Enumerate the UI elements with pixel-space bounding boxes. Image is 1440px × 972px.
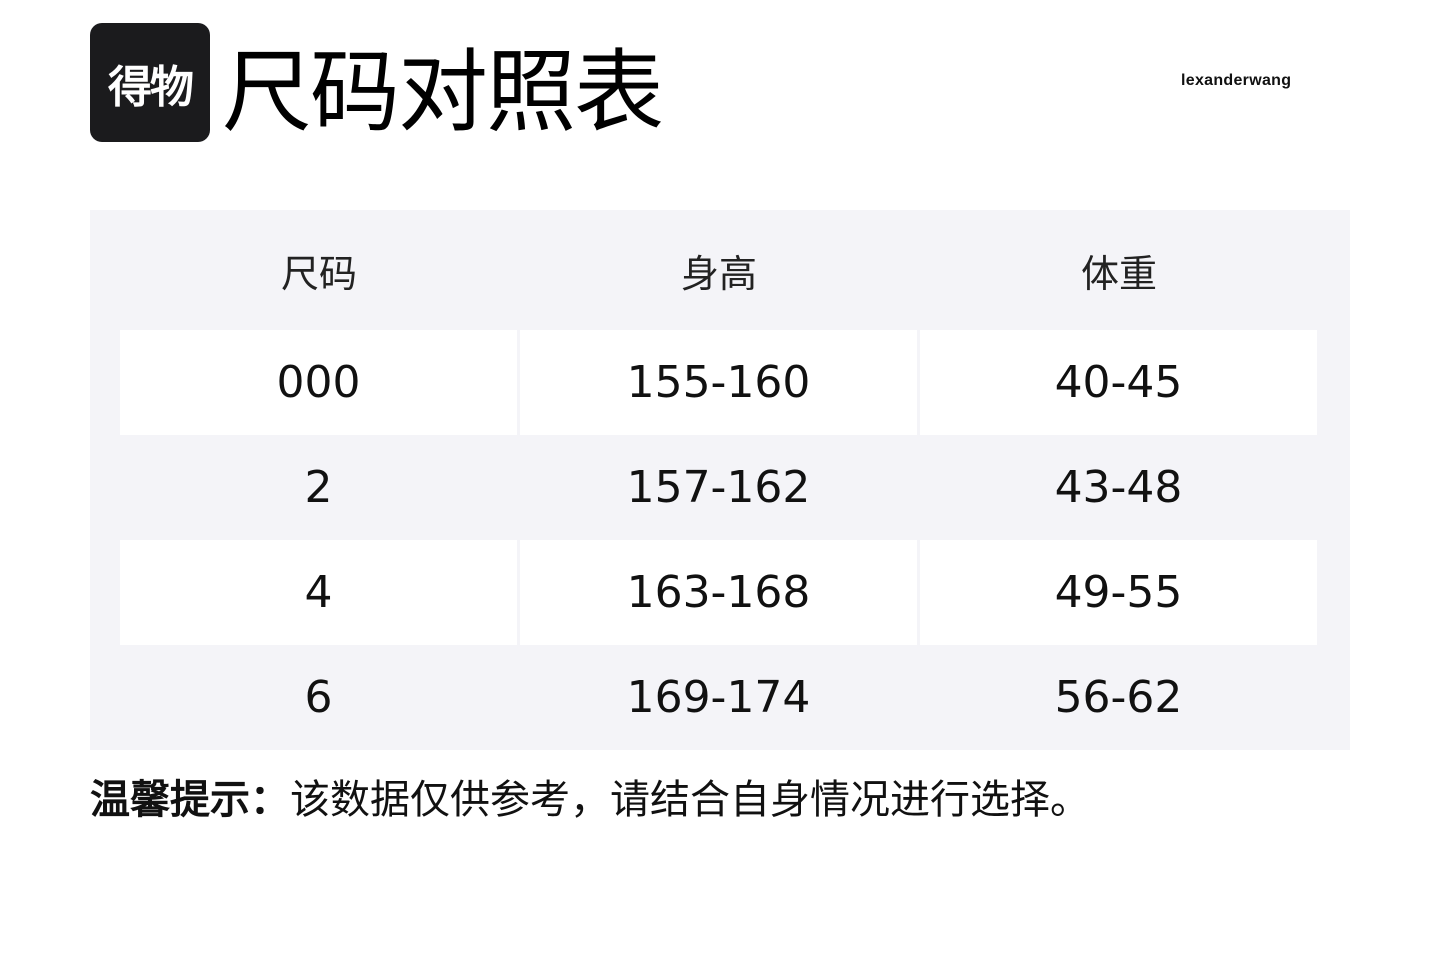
cell-height: 163-168 bbox=[520, 540, 917, 645]
cell-height: 157-162 bbox=[626, 462, 811, 513]
cell-height: 169-174 bbox=[626, 672, 811, 723]
cell-weight: 56-62 bbox=[1054, 672, 1183, 723]
tip-label: 温馨提示： bbox=[90, 777, 290, 823]
table-row: 6 169-174 56-62 bbox=[120, 645, 1317, 750]
cell-size: 4 bbox=[120, 540, 517, 645]
brand-name: lexanderwang bbox=[1181, 72, 1292, 89]
table-row: 4 163-168 49-55 bbox=[120, 540, 1317, 645]
dewu-logo: 得物 bbox=[90, 23, 210, 142]
page-title: 尺码对照表 bbox=[222, 40, 664, 145]
tip-note: 温馨提示：该数据仅供参考，请结合自身情况进行选择。 bbox=[90, 772, 1090, 828]
header-weight: 体重 bbox=[1080, 251, 1157, 296]
cell-size: 2 bbox=[304, 462, 333, 513]
cell-size: 000 bbox=[120, 330, 517, 435]
cell-height: 155-160 bbox=[520, 330, 917, 435]
cell-weight: 43-48 bbox=[1054, 462, 1183, 513]
cell-size: 6 bbox=[304, 672, 333, 723]
cell-weight: 40-45 bbox=[920, 330, 1317, 435]
size-table: 尺码 身高 体重 000 155-160 40-45 2 157-162 43-… bbox=[90, 210, 1350, 750]
table-row: 000 155-160 40-45 bbox=[120, 330, 1317, 435]
table-row: 2 157-162 43-48 bbox=[120, 435, 1317, 540]
cell-weight: 49-55 bbox=[920, 540, 1317, 645]
tip-text: 该数据仅供参考，请结合自身情况进行选择。 bbox=[290, 777, 1090, 823]
header-height: 身高 bbox=[680, 251, 757, 296]
logo-text: 得物 bbox=[108, 61, 194, 113]
header-size: 尺码 bbox=[280, 251, 357, 296]
